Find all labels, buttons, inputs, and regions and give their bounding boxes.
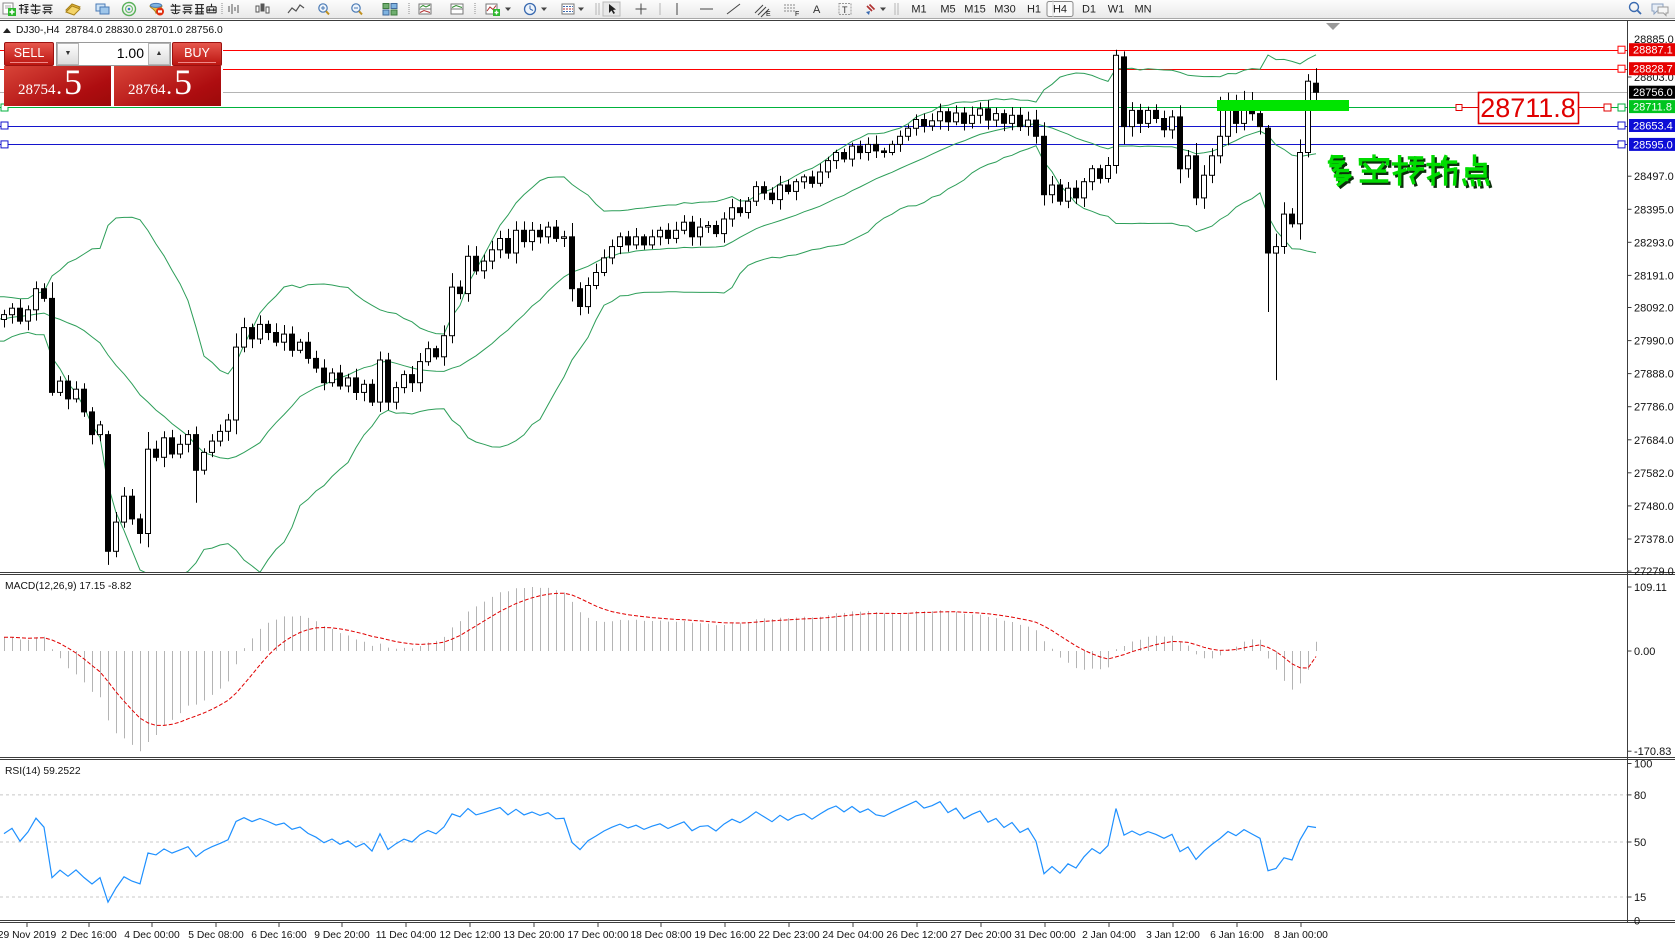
svg-text:28885.0: 28885.0 [1634,34,1674,46]
svg-text:26 Dec 12:00: 26 Dec 12:00 [886,930,948,941]
svg-text:28711.8: 28711.8 [1633,102,1672,114]
svg-text:13 Dec 20:00: 13 Dec 20:00 [503,930,565,941]
svg-text:-170.83: -170.83 [1634,746,1671,758]
svg-text:28828.7: 28828.7 [1633,64,1673,76]
svg-text:28887.1: 28887.1 [1633,45,1673,57]
svg-text:24 Dec 04:00: 24 Dec 04:00 [822,930,884,941]
svg-text:27684.0: 27684.0 [1634,435,1674,447]
svg-text:27 Dec 20:00: 27 Dec 20:00 [950,930,1012,941]
svg-text:27480.0: 27480.0 [1634,501,1674,513]
svg-text:M5: M5 [940,4,955,16]
svg-text:80: 80 [1634,790,1646,802]
svg-text:0.00: 0.00 [1634,646,1655,658]
svg-text:27888.0: 27888.0 [1634,369,1674,381]
svg-text:31 Dec 00:00: 31 Dec 00:00 [1014,930,1076,941]
svg-text:27378.0: 27378.0 [1634,534,1674,546]
svg-text:27786.0: 27786.0 [1634,402,1674,414]
svg-text:M1: M1 [911,4,926,16]
svg-text:W1: W1 [1108,4,1125,16]
svg-text:15: 15 [1634,892,1646,904]
svg-text:28497.0: 28497.0 [1634,171,1674,183]
svg-text:17 Dec 00:00: 17 Dec 00:00 [567,930,629,941]
svg-text:18 Dec 08:00: 18 Dec 08:00 [630,930,692,941]
svg-text:A: A [813,4,821,16]
svg-text:MN: MN [1134,4,1151,16]
svg-text:28711.8: 28711.8 [1480,93,1576,123]
svg-text:6 Jan 16:00: 6 Jan 16:00 [1210,930,1264,941]
svg-text:H1: H1 [1027,4,1041,16]
svg-text:27990.0: 27990.0 [1634,336,1674,348]
svg-text:12 Dec 12:00: 12 Dec 12:00 [439,930,501,941]
svg-text:4 Dec 00:00: 4 Dec 00:00 [124,930,180,941]
svg-text:8 Jan 00:00: 8 Jan 00:00 [1274,930,1328,941]
svg-text:27582.0: 27582.0 [1634,468,1674,480]
svg-text:22 Dec 23:00: 22 Dec 23:00 [758,930,820,941]
svg-text:T: T [842,5,848,15]
svg-text:H4: H4 [1053,4,1067,16]
svg-text:29 Nov 2019: 29 Nov 2019 [0,930,56,941]
svg-text:F: F [795,11,799,18]
svg-text:28395.0: 28395.0 [1634,204,1674,216]
svg-text:M30: M30 [994,4,1015,16]
svg-text:9 Dec 20:00: 9 Dec 20:00 [314,930,370,941]
svg-text:2 Dec 16:00: 2 Dec 16:00 [61,930,117,941]
svg-text:28653.4: 28653.4 [1633,121,1673,133]
svg-text:D1: D1 [1082,4,1096,16]
svg-text:11 Dec 04:00: 11 Dec 04:00 [376,930,437,941]
svg-text:6 Dec 16:00: 6 Dec 16:00 [251,930,307,941]
svg-text:19 Dec 16:00: 19 Dec 16:00 [694,930,756,941]
svg-text:27279.0: 27279.0 [1634,566,1674,578]
svg-text:2 Jan 04:00: 2 Jan 04:00 [1082,930,1136,941]
svg-text:28293.0: 28293.0 [1634,237,1674,249]
svg-text:28595.0: 28595.0 [1633,139,1673,151]
svg-text:109.11: 109.11 [1634,582,1667,594]
svg-text:28092.0: 28092.0 [1634,303,1674,315]
svg-text:50: 50 [1634,837,1646,849]
svg-text:E: E [766,11,771,18]
svg-text:100: 100 [1634,759,1652,771]
svg-text:3 Jan 12:00: 3 Jan 12:00 [1146,930,1200,941]
svg-text:0: 0 [1634,916,1640,928]
svg-text:28191.0: 28191.0 [1634,270,1674,282]
svg-text:5 Dec 08:00: 5 Dec 08:00 [188,930,244,941]
svg-text:M15: M15 [964,4,985,16]
svg-text:28756.0: 28756.0 [1633,87,1673,99]
